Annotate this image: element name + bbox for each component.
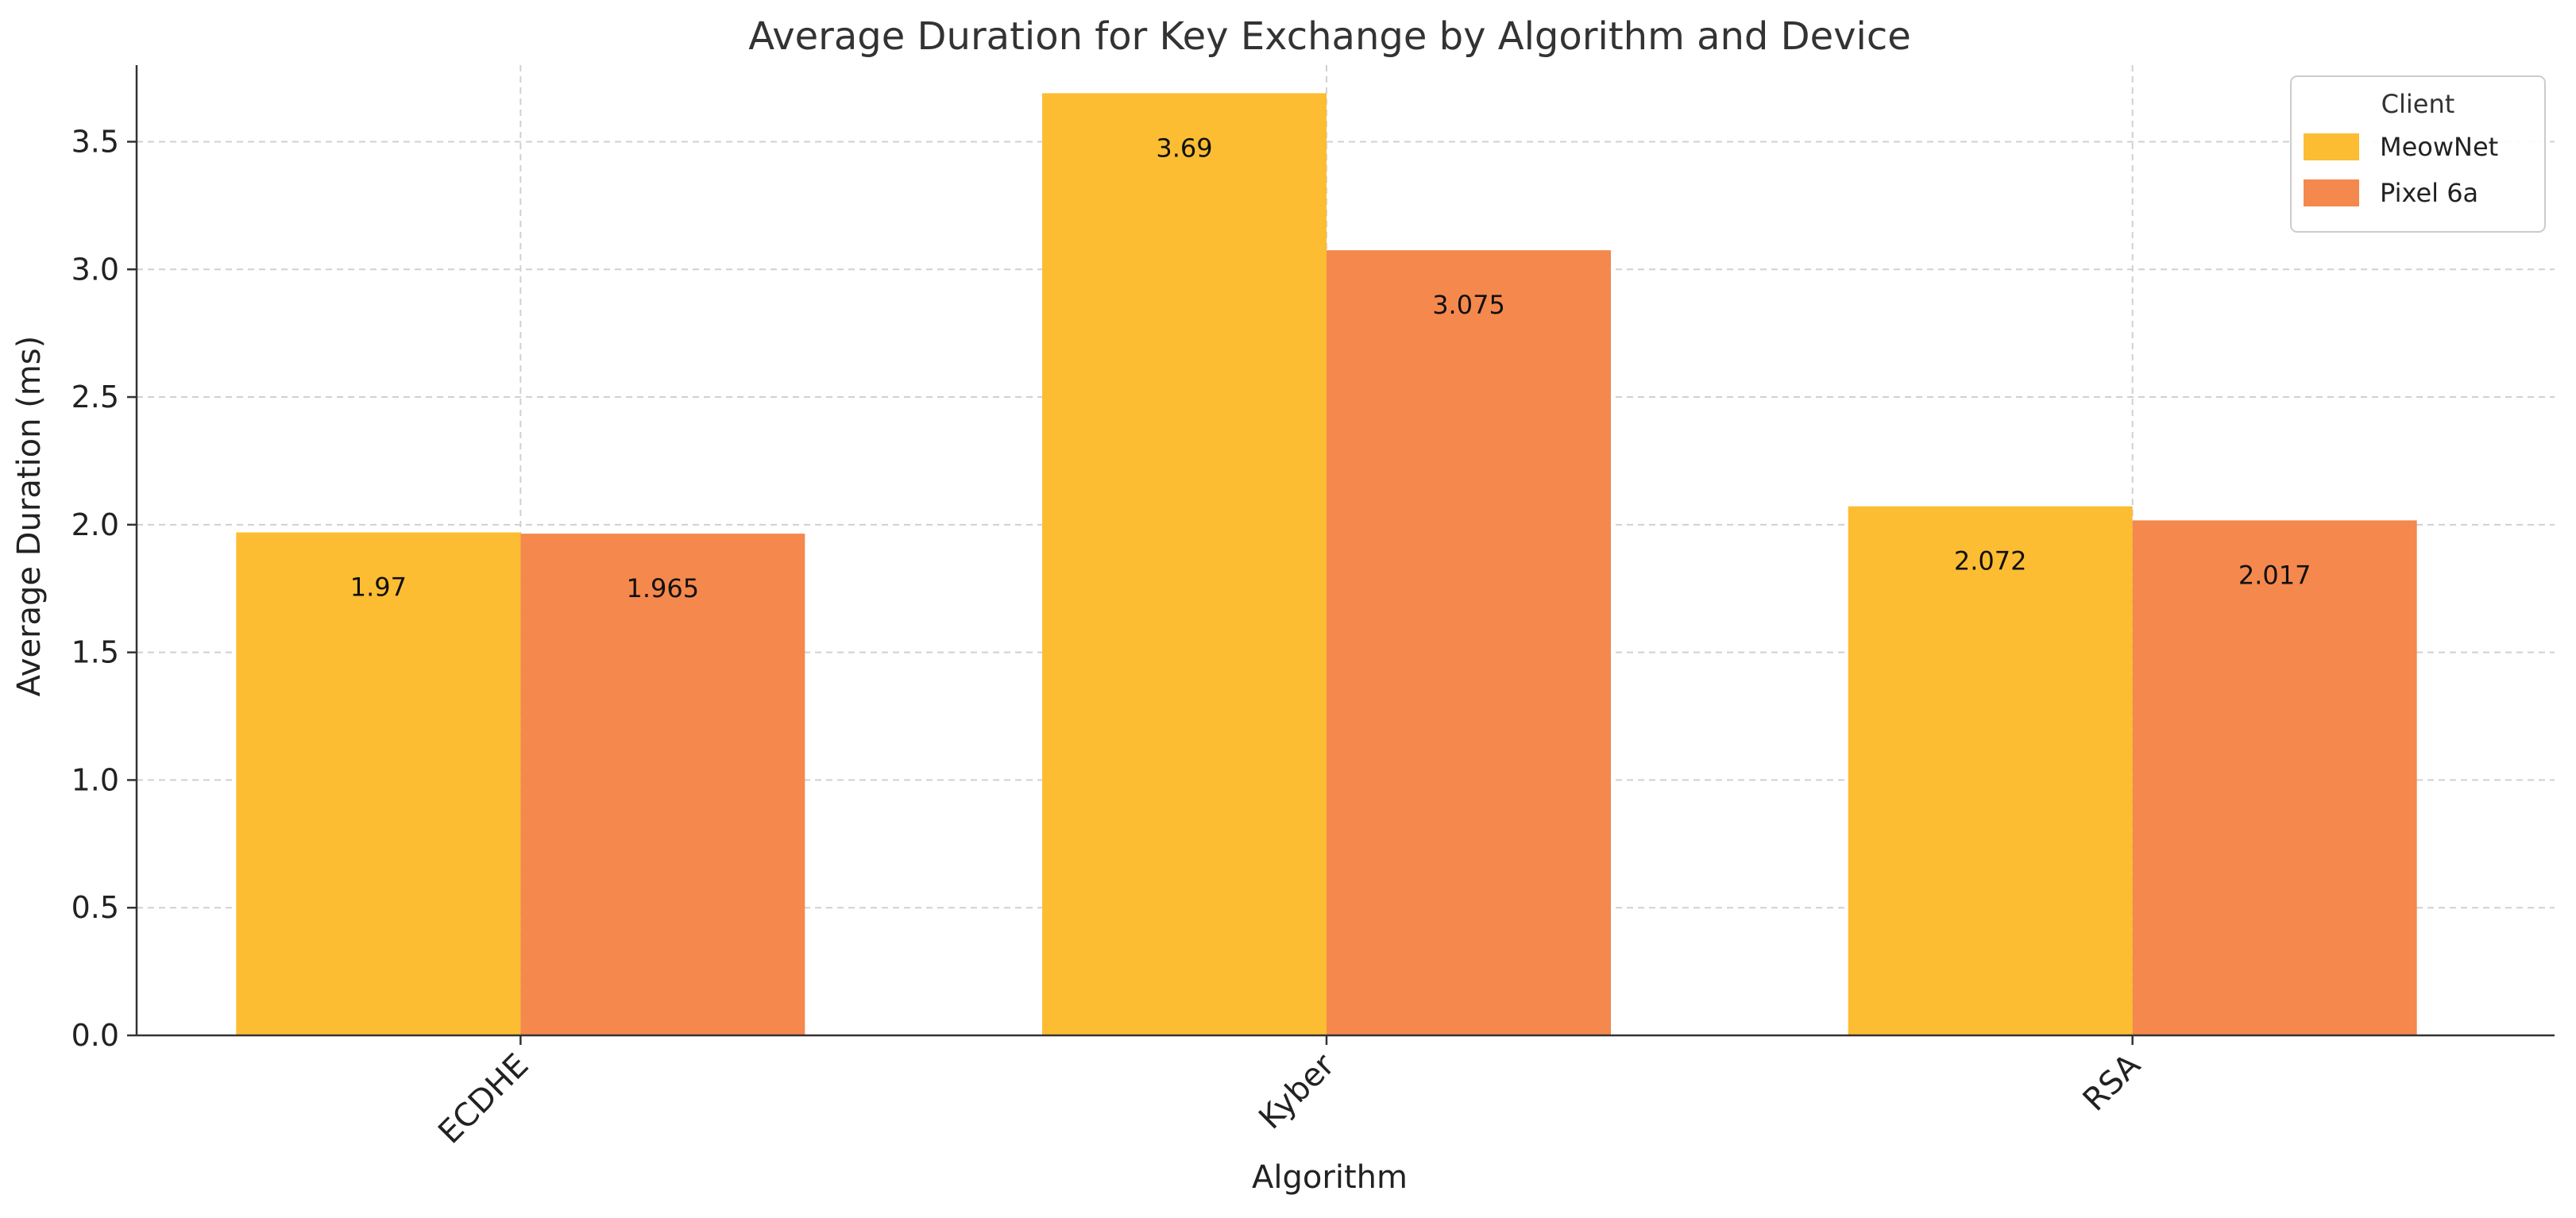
y-tick-label: 1.5 [71,635,119,670]
y-ticks-group: 0.0 0.5 1.0 1.5 2.0 2.5 3.0 3.5 [71,124,137,1053]
x-tick-label: Kyber [1252,1046,1342,1136]
y-tick-label: 0.5 [71,890,119,925]
data-label: 2.017 [2238,560,2311,590]
data-labels-group: 1.97 3.69 2.072 1.965 3.075 2.017 [350,133,2311,603]
y-tick-label: 3.5 [71,124,119,159]
legend-label: Pixel 6a [2380,178,2478,208]
bars-group [236,93,2417,1036]
y-tick-label: 3.0 [71,252,119,287]
bar-meownet-ecdhe [236,532,521,1035]
data-label: 2.072 [1954,546,2027,576]
bar-pixel-6a-rsa [2132,520,2417,1035]
y-tick-label: 0.0 [71,1018,119,1053]
x-tick-label: RSA [2076,1046,2148,1118]
legend-swatch [2304,133,2359,160]
legend-title: Client [2381,89,2455,119]
y-axis-label: Average Duration (ms) [11,336,48,696]
y-tick-label: 2.5 [71,380,119,414]
bar-pixel-6a-ecdhe [520,534,805,1035]
y-tick-label: 1.0 [71,762,119,797]
data-label: 1.97 [350,572,407,602]
legend-label: MeowNet [2380,132,2498,162]
data-label: 1.965 [627,573,700,603]
bar-meownet-kyber [1042,93,1327,1036]
y-tick-label: 2.0 [71,507,119,542]
data-label: 3.69 [1156,133,1212,163]
legend-items: MeowNet Pixel 6a [2304,132,2498,208]
legend: Client MeowNet Pixel 6a [2290,75,2546,233]
bar-meownet-rsa [1848,506,2133,1035]
x-axis-label: Algorithm [1252,1159,1408,1196]
x-tick-label: ECDHE [431,1047,535,1151]
bar-pixel-6a-kyber [1327,250,1611,1035]
legend-swatch [2304,179,2359,206]
chart-title: Average Duration for Key Exchange by Alg… [748,14,1911,59]
x-ticks-group: ECDHE Kyber RSA [431,1035,2148,1151]
data-label: 3.075 [1432,290,1505,320]
